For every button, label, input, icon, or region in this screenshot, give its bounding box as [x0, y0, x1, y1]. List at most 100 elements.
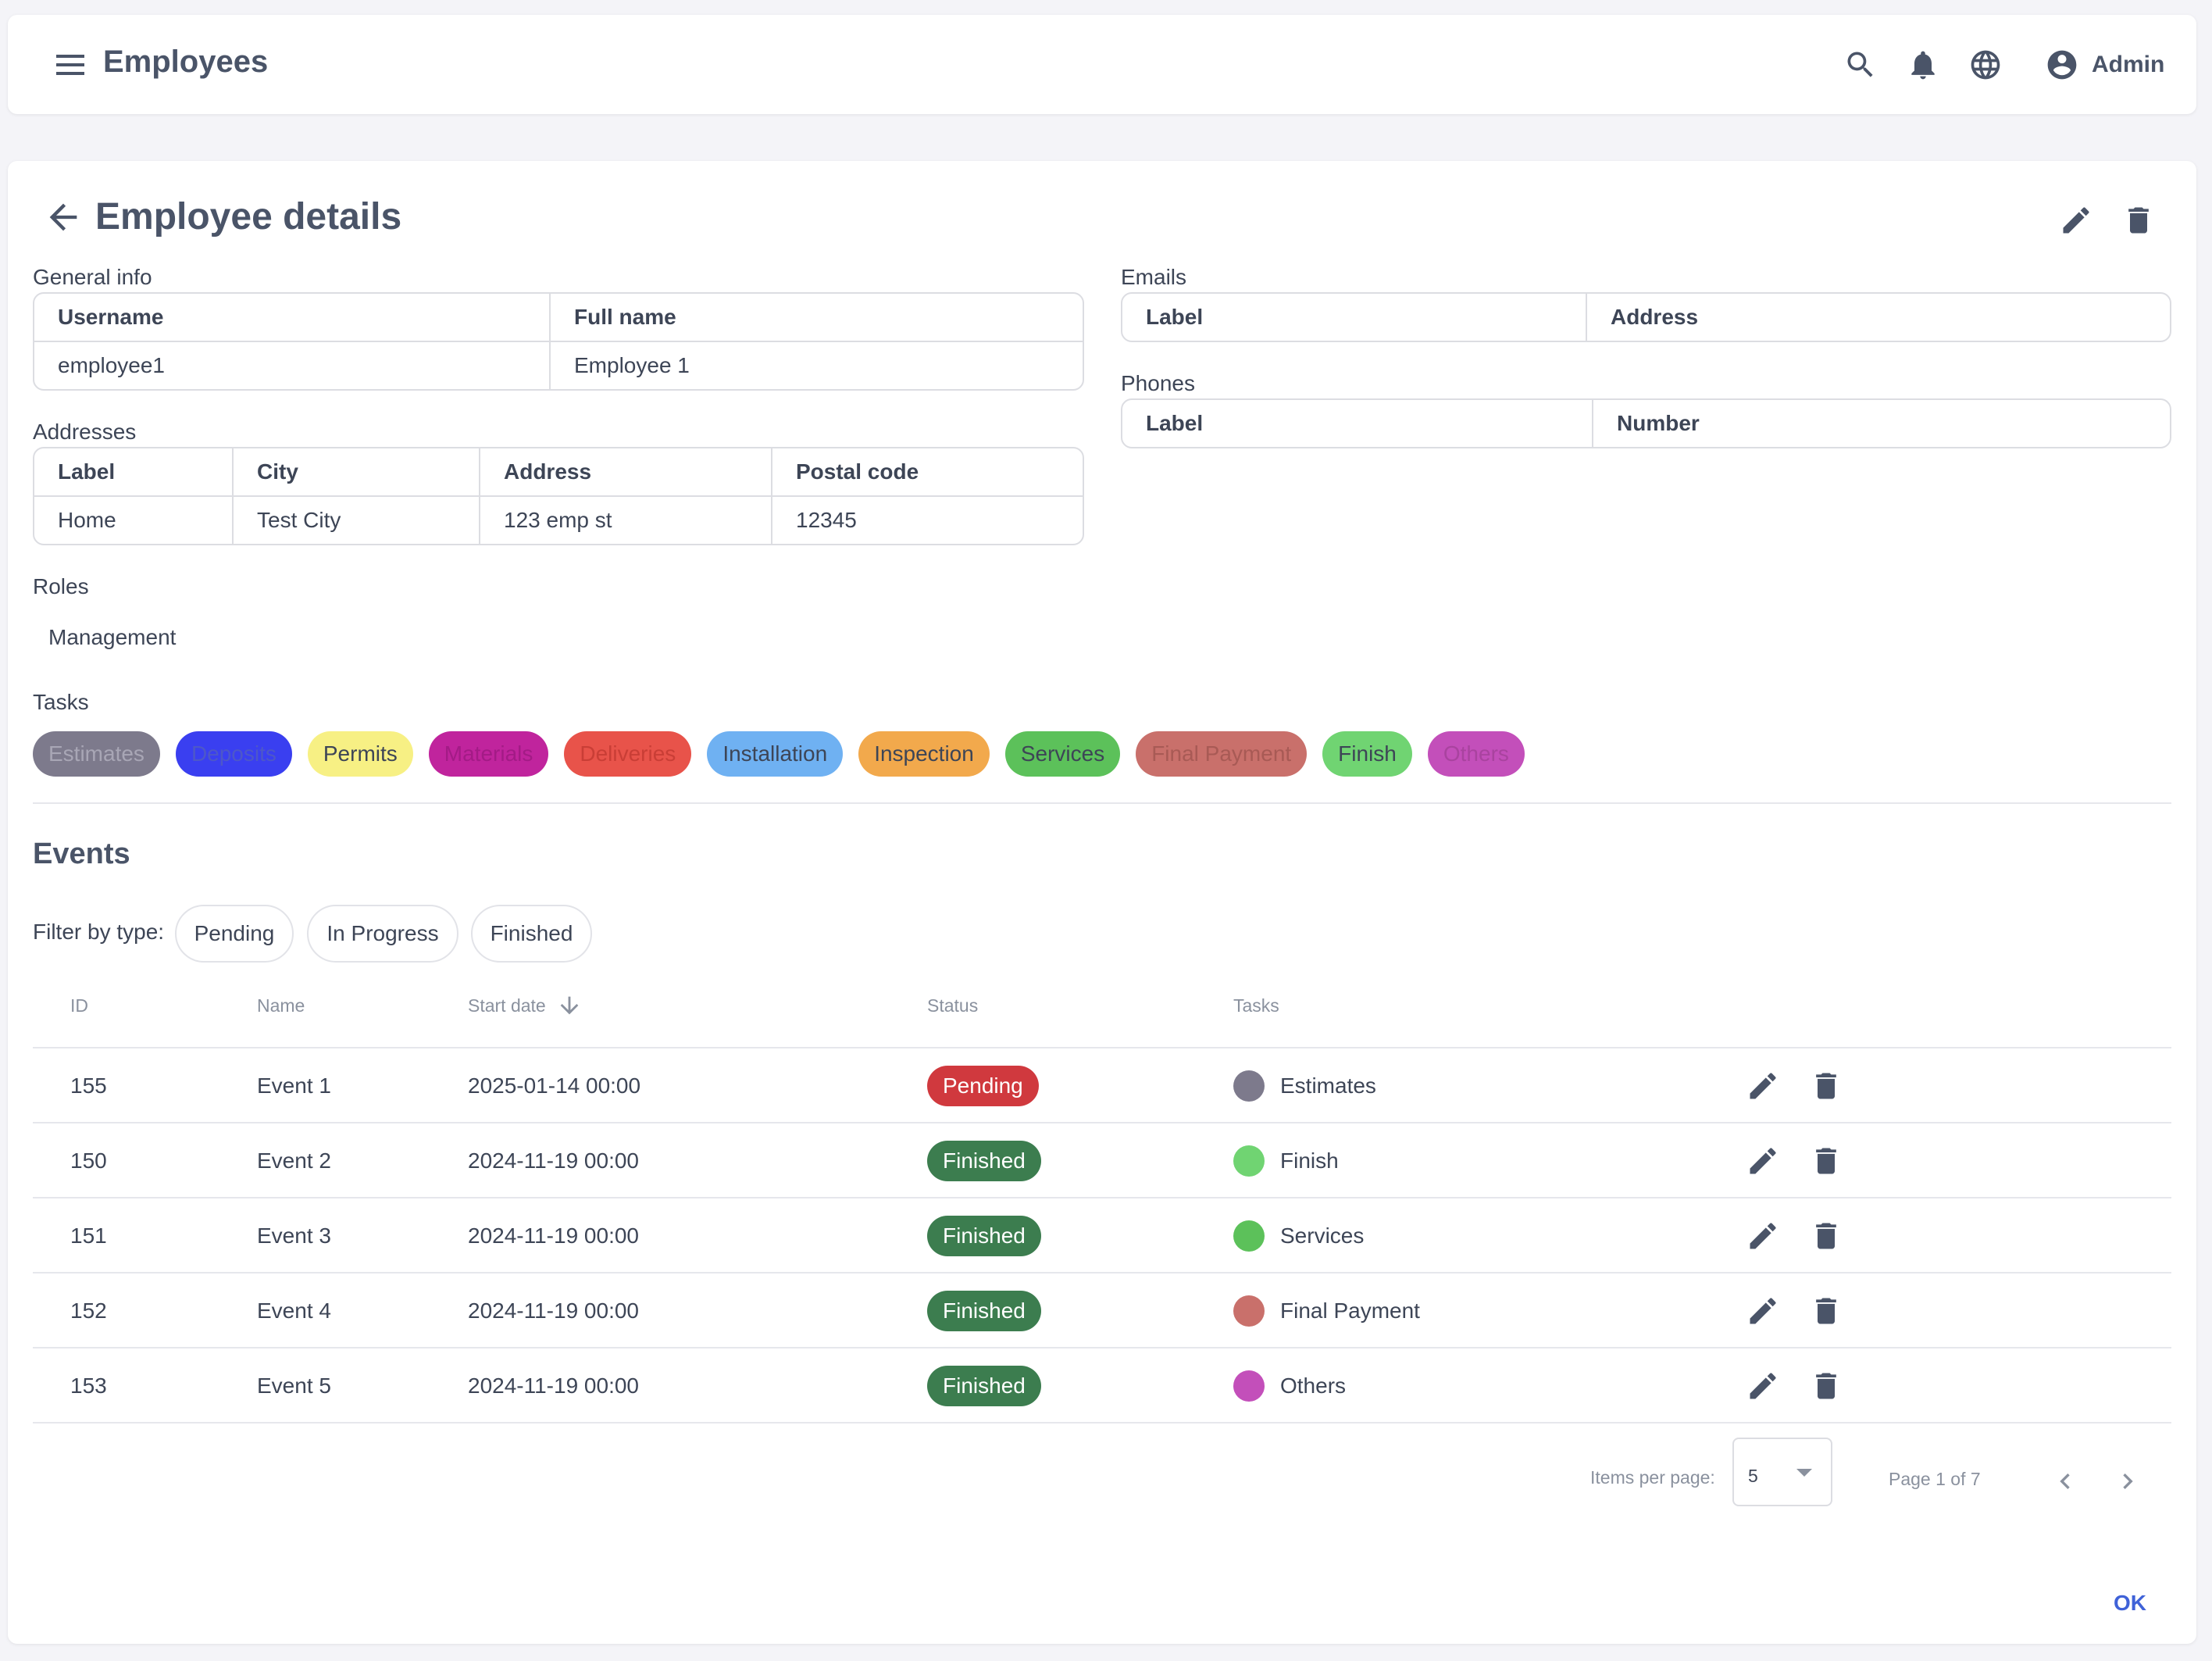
column-header-start-date[interactable]: Start date — [468, 995, 546, 1016]
page-info: Page 1 of 7 — [1889, 1469, 1981, 1489]
page-title: Employee details — [95, 196, 402, 238]
task-color-dot — [1233, 1370, 1265, 1402]
trash-icon[interactable] — [1807, 1142, 1845, 1180]
pencil-icon[interactable] — [1744, 1292, 1782, 1330]
items-per-page-select[interactable]: 5 — [1732, 1438, 1832, 1506]
event-name: Event 5 — [257, 1373, 331, 1398]
username-value: employee1 — [34, 341, 551, 389]
trash-icon[interactable] — [2117, 198, 2160, 242]
event-start-date: 2024-11-19 00:00 — [468, 1298, 639, 1323]
emails-table: Label Address — [1121, 292, 2171, 342]
event-id: 152 — [70, 1298, 107, 1323]
status-badge: Pending — [927, 1066, 1039, 1106]
column-header-tasks[interactable]: Tasks — [1233, 995, 1279, 1016]
event-name: Event 3 — [257, 1223, 331, 1248]
pencil-icon[interactable] — [2054, 198, 2098, 242]
task-chip[interactable]: Services — [1004, 731, 1121, 777]
bell-icon[interactable] — [1903, 45, 1943, 85]
row-divider — [33, 1122, 2171, 1123]
column-header: Address — [1611, 305, 1699, 329]
address-label-value: Home — [34, 495, 234, 544]
arrow-down-icon[interactable] — [556, 992, 583, 1019]
filter-finished[interactable]: Finished — [471, 905, 592, 963]
trash-icon[interactable] — [1807, 1367, 1845, 1405]
column-header: Address — [480, 448, 772, 496]
row-divider — [33, 1197, 2171, 1198]
task-chip[interactable]: Materials — [428, 731, 549, 777]
event-task: Others — [1280, 1373, 1347, 1398]
trash-icon[interactable] — [1807, 1067, 1845, 1105]
general-info-table: Username Full name employee1 Employee 1 — [33, 292, 1084, 391]
task-chip[interactable]: Deposits — [175, 731, 292, 777]
task-chip[interactable]: Estimates — [33, 731, 160, 777]
filter-pending[interactable]: Pending — [175, 905, 294, 963]
column-header-id[interactable]: ID — [70, 995, 88, 1016]
column-header-status[interactable]: Status — [927, 995, 979, 1016]
task-color-dot — [1233, 1070, 1265, 1102]
event-task: Final Payment — [1280, 1298, 1420, 1323]
column-header: Number — [1617, 411, 1700, 435]
event-name: Event 1 — [257, 1073, 331, 1098]
status-badge: Finished — [927, 1366, 1041, 1406]
task-chip[interactable]: Finish — [1322, 731, 1412, 777]
status-badge: Finished — [927, 1216, 1041, 1256]
phones-table: Label Number — [1121, 398, 2171, 448]
event-id: 150 — [70, 1148, 107, 1173]
task-color-dot — [1233, 1220, 1265, 1252]
items-per-page-label: Items per page: — [1590, 1467, 1715, 1488]
column-header: City — [233, 448, 480, 496]
ok-button[interactable]: OK — [2114, 1591, 2146, 1615]
tasks-label: Tasks — [33, 690, 89, 714]
task-chip[interactable]: Installation — [707, 731, 844, 777]
row-divider — [33, 1422, 2171, 1423]
event-name: Event 4 — [257, 1298, 331, 1323]
trash-icon[interactable] — [1807, 1292, 1845, 1330]
app-title: Employees — [103, 45, 269, 79]
search-icon[interactable] — [1840, 45, 1881, 85]
phones-label: Phones — [1121, 371, 1195, 395]
event-id: 151 — [70, 1223, 107, 1248]
row-divider — [33, 1272, 2171, 1273]
event-task: Finish — [1280, 1148, 1339, 1173]
emails-label: Emails — [1121, 265, 1187, 289]
addresses-table: Label City Address Postal code Home Test… — [33, 447, 1084, 545]
pencil-icon[interactable] — [1744, 1067, 1782, 1105]
column-header: Postal code — [796, 459, 919, 484]
events-title: Events — [33, 838, 130, 870]
task-chip[interactable]: Others — [1427, 731, 1525, 777]
task-chips: Estimates Deposits Permits Materials Del… — [33, 731, 1525, 777]
task-chip[interactable]: Final Payment — [1136, 731, 1308, 777]
chevron-right-icon[interactable] — [2107, 1461, 2148, 1502]
status-badge: Finished — [927, 1141, 1041, 1181]
event-start-date: 2024-11-19 00:00 — [468, 1223, 639, 1248]
account-button[interactable]: Admin — [2045, 45, 2164, 85]
column-header-name[interactable]: Name — [257, 995, 305, 1016]
filter-label: Filter by type: — [33, 920, 165, 944]
event-task: Services — [1280, 1223, 1365, 1248]
pencil-icon[interactable] — [1744, 1367, 1782, 1405]
event-start-date: 2025-01-14 00:00 — [468, 1073, 641, 1098]
status-badge: Finished — [927, 1291, 1041, 1331]
menu-icon[interactable] — [52, 49, 91, 80]
pencil-icon[interactable] — [1744, 1142, 1782, 1180]
chevron-left-icon[interactable] — [2045, 1461, 2085, 1502]
task-chip[interactable]: Inspection — [858, 731, 990, 777]
column-header: Label — [1122, 294, 1587, 341]
pencil-icon[interactable] — [1744, 1217, 1782, 1255]
divider — [33, 802, 2171, 804]
row-divider — [33, 1347, 2171, 1348]
event-start-date: 2024-11-19 00:00 — [468, 1373, 639, 1398]
filter-in-progress[interactable]: In Progress — [307, 905, 458, 963]
arrow-back-icon[interactable] — [39, 197, 87, 238]
globe-icon[interactable] — [1965, 45, 2006, 85]
task-chip[interactable]: Permits — [307, 731, 413, 777]
app-bar: Employees Admin — [8, 15, 2196, 114]
trash-icon[interactable] — [1807, 1217, 1845, 1255]
general-info-label: General info — [33, 265, 152, 289]
event-name: Event 2 — [257, 1148, 331, 1173]
dropdown-caret-icon — [1796, 1469, 1812, 1477]
event-id: 153 — [70, 1373, 107, 1398]
column-header: Full name — [574, 305, 676, 329]
event-id: 155 — [70, 1073, 107, 1098]
task-chip[interactable]: Deliveries — [564, 731, 692, 777]
